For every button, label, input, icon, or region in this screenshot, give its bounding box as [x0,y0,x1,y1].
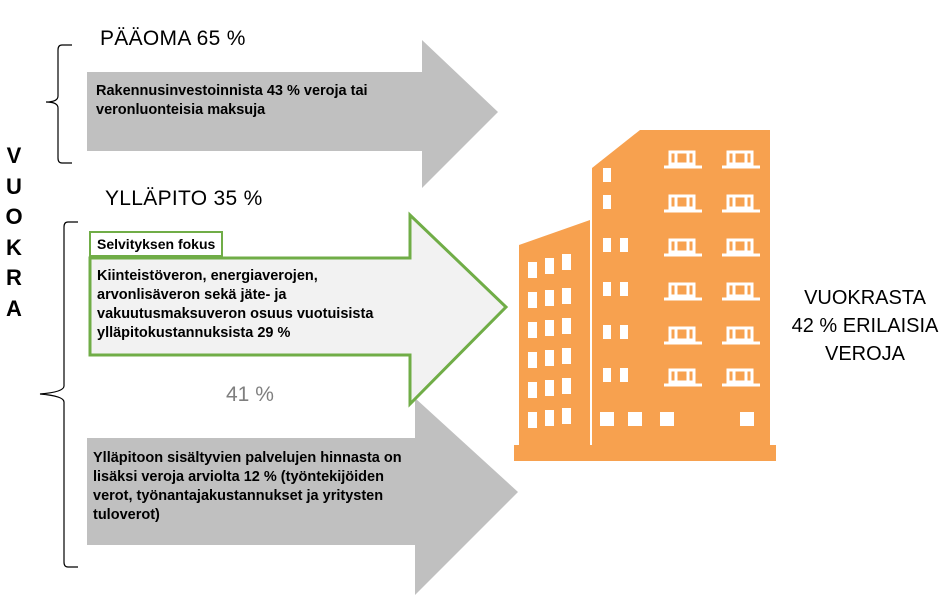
focus-label: Selvityksen fokus [89,231,224,257]
paaoma-text-line: Rakennusinvestoinnista 43 % veroja tai [96,83,368,99]
paaoma-arrow [87,40,498,188]
focus-text-line: vakuutusmaksuveron osuus vuotuisista [97,306,374,322]
services-arrow [87,398,518,595]
main-tower-small-windows [600,168,754,426]
services-text-line: tuloverot) [93,507,160,523]
result-text: VUOKRASTA 42 % ERILAISIA VEROJA [785,284,945,368]
vuokra-vertical-label: V U O K R A [2,141,26,324]
services-text: Ylläpitoon sisältyvien palvelujen hinnas… [93,449,423,525]
main-tower-balconies [664,150,760,387]
focus-text-line: arvonlisäveron sekä jäte- ja [97,287,287,303]
result-line: VUOKRASTA [804,287,926,309]
vuokra-letter: U [6,173,22,199]
paaoma-text: Rakennusinvestoinnista 43 % veroja tai v… [96,82,426,120]
paaoma-text-line: veronluonteisia maksuja [96,102,266,118]
services-text-line: lisäksi veroja arviolta 12 % (työntekijö… [93,469,384,485]
side-tower-windows [528,254,571,428]
vuokra-letter: K [6,234,22,260]
total-percentage: 41 % [226,383,274,406]
focus-text-line: Kiinteistöveron, energiaverojen, [97,268,318,284]
services-text-line: verot, työnantajakustannukset ja yrityst… [93,488,384,504]
result-line: VEROJA [824,343,906,365]
result-line: 42 % ERILAISIA [791,315,939,337]
vuokra-letter: A [6,295,22,321]
focus-text: Kiinteistöveron, energiaverojen, arvonli… [97,267,417,343]
vuokra-letter: R [6,265,22,290]
focus-text-line: ylläpitokustannuksista 29 % [97,325,291,341]
vuokra-letter: V [6,143,22,168]
yllapito-bracket [39,221,78,568]
focus-arrow [88,211,509,408]
services-text-line: Ylläpitoon sisältyvien palvelujen hinnas… [93,450,402,466]
paaoma-bracket [45,44,72,164]
vuokra-letter: O [5,204,23,229]
paaoma-heading: PÄÄOMA 65 % [100,27,246,50]
yllapito-heading: YLLÄPITO 35 % [105,187,263,210]
